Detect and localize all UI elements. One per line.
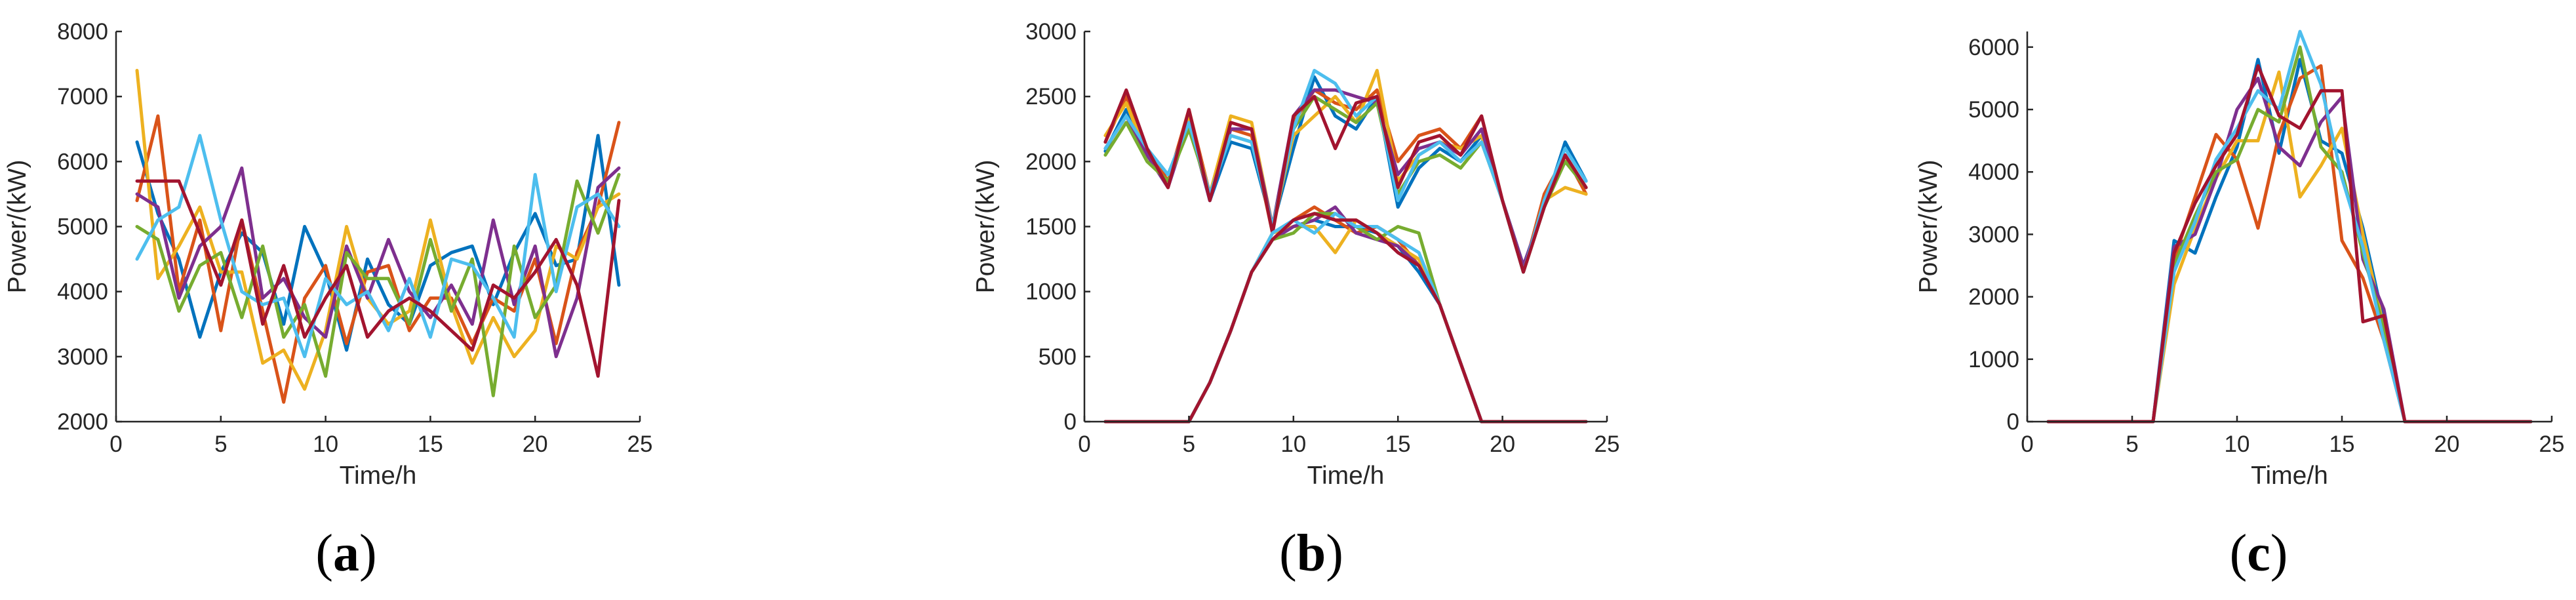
y-tick-label: 2000 xyxy=(1968,285,2019,310)
y-tick-label: 0 xyxy=(1064,409,1077,435)
y-tick-label: 3000 xyxy=(1968,222,2019,247)
series-group xyxy=(135,69,621,404)
series-line-s1 xyxy=(2046,58,2533,424)
chart-panel-c: 0 5 10 15 20 25 0 1000 2000 3000 4000 5000 6000 Time/… xyxy=(1914,30,2565,582)
y-tick-label: 4000 xyxy=(1968,159,2019,185)
x-tick-label: 25 xyxy=(1595,431,1620,457)
x-tick-label: 0 xyxy=(2021,431,2033,457)
y-tick-label: 3000 xyxy=(57,344,108,370)
x-tick-label: 10 xyxy=(2225,431,2250,457)
y-tick-label: 6000 xyxy=(57,149,108,174)
y-tick-label: 2000 xyxy=(1025,149,1077,174)
y-tick-label: 4000 xyxy=(57,279,108,305)
y-tick-label: 0 xyxy=(2007,409,2019,435)
y-axis-title: Power/(kW) xyxy=(3,160,31,294)
y-tick-label: 2000 xyxy=(57,409,108,435)
x-tick-label: 5 xyxy=(1183,431,1195,457)
x-axis-title: Time/h xyxy=(340,462,417,490)
series-line-s7 xyxy=(135,179,621,378)
x-tick-label: 10 xyxy=(1280,431,1306,457)
series-line-s7 xyxy=(2046,64,2533,424)
y-tick-label: 3000 xyxy=(1025,19,1077,45)
panel-label: (a) xyxy=(315,525,376,582)
y-tick-label: 6000 xyxy=(1968,35,2019,60)
x-tick-label: 20 xyxy=(523,431,548,457)
chart-panel-a: 0 5 10 15 20 25 2000 3000 4000 5000 6000 7000 8000 Ti… xyxy=(3,19,652,582)
y-tick-label: 500 xyxy=(1039,344,1077,370)
series-line-s5 xyxy=(135,172,621,397)
x-tick-label: 5 xyxy=(214,431,227,457)
x-tick-label: 0 xyxy=(1078,431,1090,457)
x-tick-label: 15 xyxy=(1385,431,1411,457)
x-tick-label: 0 xyxy=(109,431,122,457)
y-tick-label: 1000 xyxy=(1025,279,1077,305)
series-line-s6 xyxy=(135,134,621,359)
y-axis-title: Power/(kW) xyxy=(1914,160,1943,294)
series-line-s2 xyxy=(2046,64,2533,424)
x-tick-label: 25 xyxy=(627,431,653,457)
y-tick-label: 2500 xyxy=(1025,84,1077,110)
y-axis-title: Power/(kW) xyxy=(972,160,1000,294)
chart-panel-b: 0 5 10 15 20 25 0 500 1000 1500 2000 2500 3000 Time/h… xyxy=(972,19,1619,582)
y-tick-label: 8000 xyxy=(57,19,108,45)
panel-label: (c) xyxy=(2230,525,2288,582)
x-tick-label: 15 xyxy=(418,431,443,457)
series-line-pv3 xyxy=(1103,218,1588,424)
y-tick-label: 7000 xyxy=(57,84,108,110)
y-tick-label: 1500 xyxy=(1025,214,1077,240)
x-tick-label: 5 xyxy=(2126,431,2138,457)
x-tick-label: 15 xyxy=(2329,431,2355,457)
x-tick-label: 20 xyxy=(2434,431,2460,457)
x-tick-label: 20 xyxy=(1490,431,1515,457)
y-tick-label: 5000 xyxy=(57,214,108,240)
series-line-s1 xyxy=(135,134,621,352)
x-tick-label: 25 xyxy=(2539,431,2565,457)
y-tick-label: 5000 xyxy=(1968,97,2019,123)
x-tick-label: 10 xyxy=(313,431,338,457)
x-axis-title: Time/h xyxy=(2251,462,2328,490)
x-axis-title: Time/h xyxy=(1307,462,1385,490)
series-line-load7 xyxy=(1103,88,1588,274)
series-line-pv1 xyxy=(1103,218,1588,424)
series-line-s3 xyxy=(2046,70,2533,424)
series-group xyxy=(2046,30,2533,424)
y-tick-label: 1000 xyxy=(1968,347,2019,372)
series-group xyxy=(1103,69,1588,424)
panel-label: (b) xyxy=(1279,525,1343,582)
